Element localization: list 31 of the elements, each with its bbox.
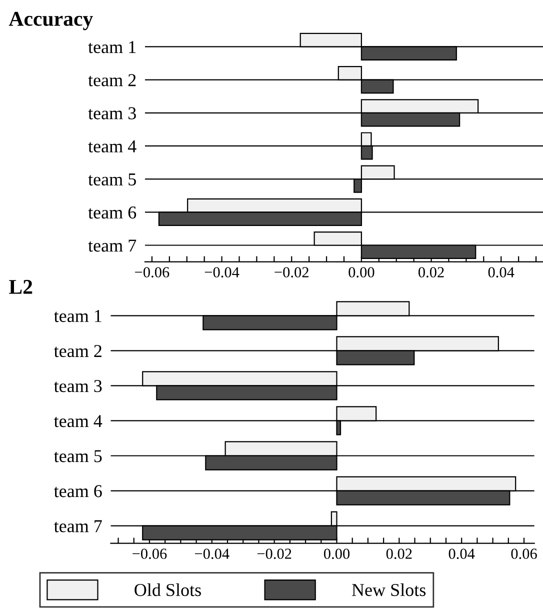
y-tick-label: team 3 [54, 380, 102, 392]
x-tick-label: 0.00 [348, 267, 374, 278]
x-tick-label: −0.04 [194, 548, 230, 559]
y-tick-label: team 7 [54, 520, 102, 532]
x-tick-label: −0.06 [132, 548, 167, 559]
chart-title: L2 [9, 280, 32, 294]
y-tick-label: team 1 [54, 310, 102, 322]
x-tick-label: −0.06 [135, 267, 170, 278]
y-tick-label: team 7 [88, 240, 136, 252]
legend-label: Old Slots [134, 583, 201, 596]
y-tick-label: team 4 [88, 140, 136, 152]
y-tick-label: team 3 [88, 107, 136, 120]
x-tick-label: 0.04 [448, 548, 475, 559]
y-tick-label: team 2 [54, 344, 102, 358]
y-tick-label: team 5 [88, 174, 136, 186]
x-tick-label: −0.02 [257, 548, 292, 559]
y-tick-label: team 6 [54, 485, 102, 498]
x-tick-label: 0.04 [488, 267, 514, 278]
x-tick-label: −0.02 [274, 267, 308, 278]
legend-label: New Slots [352, 583, 426, 596]
y-tick-label: team 6 [88, 206, 136, 219]
chart-title: Accuracy [8, 12, 93, 30]
y-tick-label: team 5 [54, 450, 102, 462]
y-tick-label: team 4 [54, 415, 102, 428]
y-tick-label: team 1 [88, 41, 136, 54]
x-tick-label: 0.00 [324, 548, 350, 559]
x-tick-label: 0.02 [386, 548, 412, 559]
x-tick-label: 0.02 [418, 267, 444, 278]
x-tick-label: 0.06 [511, 548, 537, 559]
y-tick-label: team 2 [88, 74, 136, 86]
x-tick-label: −0.04 [204, 267, 240, 278]
